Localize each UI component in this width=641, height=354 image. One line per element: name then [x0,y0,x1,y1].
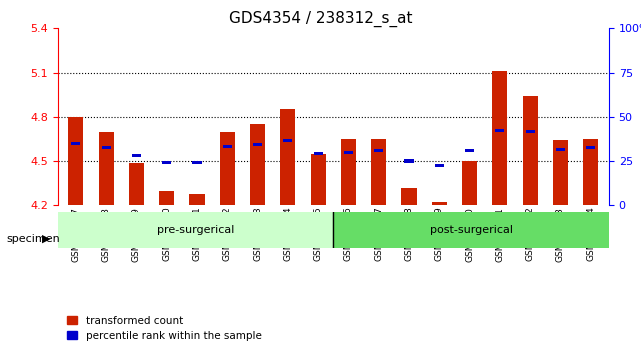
Bar [58,212,333,248]
Bar [69,117,83,205]
Bar [190,194,204,205]
Bar [223,145,232,148]
Bar [283,139,292,142]
Bar [465,149,474,152]
Bar [462,161,477,205]
Bar [526,130,535,133]
Bar [132,154,141,157]
Bar [280,109,296,205]
Text: post-surgerical: post-surgerical [429,225,513,235]
Bar [522,96,538,205]
Bar [341,139,356,205]
Bar [311,154,326,205]
Bar [404,159,413,162]
Bar [102,146,111,149]
Bar [313,152,322,155]
Bar [99,132,113,205]
Bar [220,132,235,205]
Bar [553,141,568,205]
Text: ▶: ▶ [42,234,50,244]
Bar [162,161,171,164]
Text: pre-surgerical: pre-surgerical [157,225,234,235]
Bar [401,188,417,205]
Text: specimen: specimen [6,234,60,244]
Bar [587,146,595,149]
Bar [374,149,383,152]
Bar [253,143,262,147]
Bar [495,129,504,132]
Bar [371,139,387,205]
Bar [71,142,80,145]
Bar [344,151,353,154]
Bar [556,148,565,151]
Bar [159,190,174,205]
Bar [192,161,201,164]
Bar [333,212,609,248]
Bar [435,164,444,167]
Bar [129,162,144,205]
Legend: transformed count, percentile rank within the sample: transformed count, percentile rank withi… [63,312,266,345]
Text: GDS4354 / 238312_s_at: GDS4354 / 238312_s_at [229,11,412,27]
Bar [492,71,508,205]
Bar [583,139,598,205]
Bar [250,124,265,205]
Bar [432,202,447,205]
